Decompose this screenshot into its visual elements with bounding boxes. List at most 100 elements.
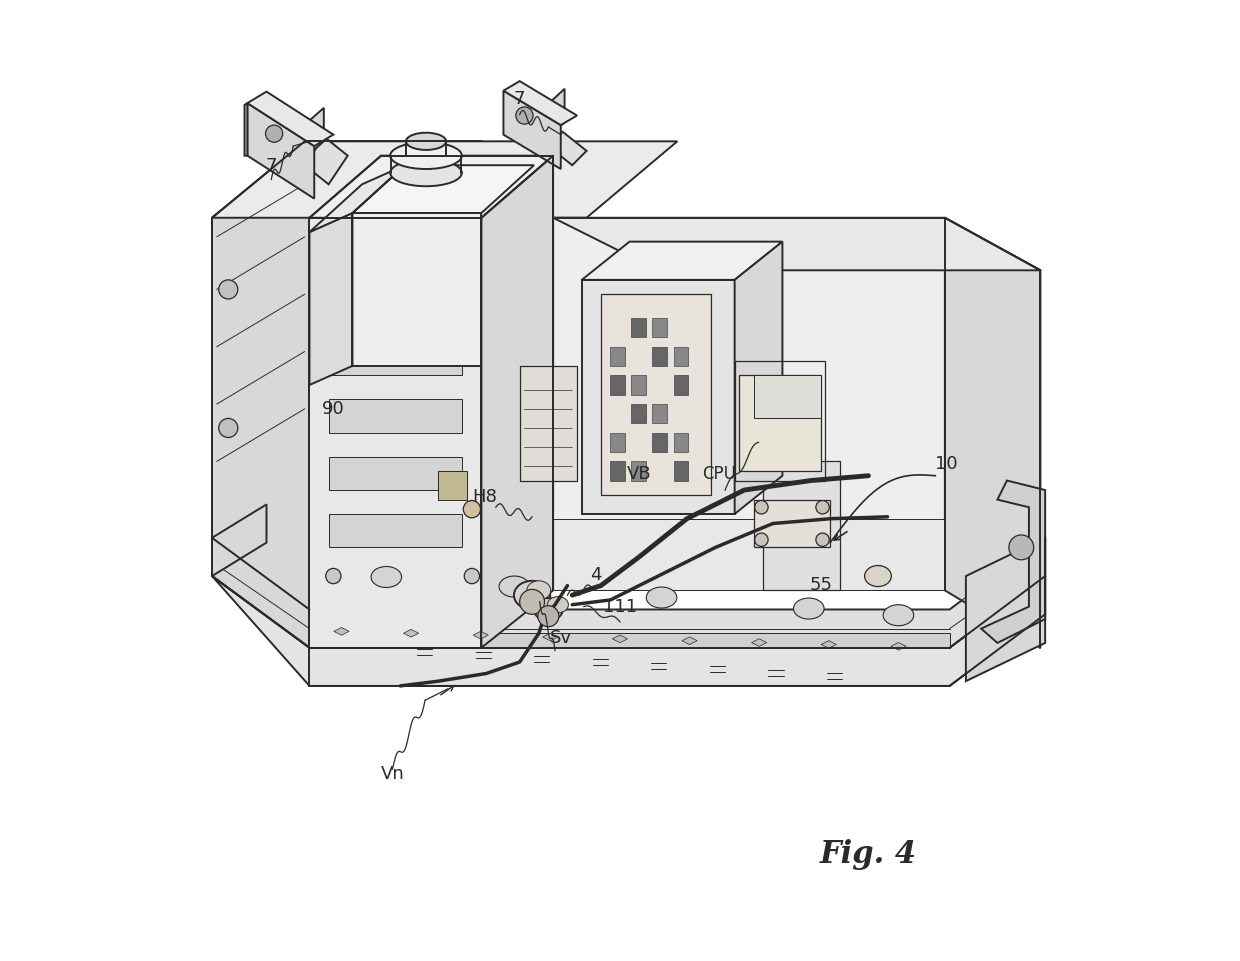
Ellipse shape: [547, 597, 568, 613]
Polygon shape: [631, 461, 646, 480]
Text: 7: 7: [513, 90, 526, 108]
Polygon shape: [247, 91, 334, 146]
Polygon shape: [734, 241, 782, 514]
Text: VB: VB: [626, 464, 651, 482]
Polygon shape: [613, 635, 627, 643]
Polygon shape: [212, 141, 310, 648]
Circle shape: [326, 568, 341, 583]
Polygon shape: [610, 432, 625, 452]
Polygon shape: [890, 643, 906, 651]
Polygon shape: [945, 218, 1040, 648]
Polygon shape: [212, 505, 267, 576]
Polygon shape: [673, 432, 688, 452]
Polygon shape: [739, 376, 821, 471]
Text: H8: H8: [472, 487, 497, 505]
Polygon shape: [673, 376, 688, 395]
Polygon shape: [553, 218, 945, 590]
Polygon shape: [403, 629, 419, 637]
Circle shape: [816, 501, 830, 514]
Circle shape: [755, 533, 768, 547]
Polygon shape: [334, 628, 350, 635]
Polygon shape: [652, 432, 667, 452]
Ellipse shape: [391, 142, 461, 169]
Polygon shape: [329, 342, 463, 376]
Polygon shape: [310, 218, 481, 648]
Polygon shape: [310, 213, 352, 385]
Circle shape: [516, 107, 533, 124]
Circle shape: [265, 125, 283, 142]
Circle shape: [326, 230, 341, 244]
Ellipse shape: [391, 160, 461, 186]
Polygon shape: [543, 633, 558, 641]
Circle shape: [464, 501, 481, 518]
Polygon shape: [503, 81, 577, 125]
Polygon shape: [247, 103, 314, 199]
Polygon shape: [631, 404, 646, 423]
Polygon shape: [673, 461, 688, 480]
Ellipse shape: [498, 576, 529, 597]
Polygon shape: [503, 90, 560, 169]
Polygon shape: [310, 165, 405, 233]
Polygon shape: [631, 376, 646, 395]
Polygon shape: [966, 538, 1045, 681]
Polygon shape: [352, 165, 534, 213]
Ellipse shape: [794, 598, 825, 619]
Polygon shape: [582, 280, 734, 514]
Polygon shape: [601, 294, 711, 495]
Text: 90: 90: [322, 400, 345, 418]
Text: 7: 7: [265, 157, 277, 175]
Text: Vn: Vn: [381, 765, 404, 782]
Ellipse shape: [864, 565, 892, 586]
Circle shape: [520, 589, 544, 614]
Text: Sv: Sv: [549, 628, 572, 647]
Circle shape: [218, 418, 238, 437]
Ellipse shape: [527, 580, 551, 600]
Polygon shape: [682, 637, 697, 645]
Polygon shape: [481, 156, 553, 648]
Circle shape: [1009, 535, 1034, 560]
Polygon shape: [751, 639, 766, 647]
Polygon shape: [754, 376, 821, 418]
Polygon shape: [981, 480, 1045, 643]
Polygon shape: [764, 461, 839, 590]
Text: 111: 111: [603, 599, 637, 616]
Polygon shape: [652, 318, 667, 337]
Text: 4: 4: [590, 566, 601, 584]
Polygon shape: [754, 500, 831, 548]
Polygon shape: [310, 156, 553, 218]
Circle shape: [816, 533, 830, 547]
Circle shape: [218, 280, 238, 299]
Circle shape: [464, 568, 480, 583]
Polygon shape: [610, 461, 625, 480]
Polygon shape: [212, 141, 677, 218]
Ellipse shape: [405, 133, 446, 150]
Ellipse shape: [513, 580, 551, 609]
Polygon shape: [329, 399, 463, 432]
Polygon shape: [552, 88, 564, 135]
Text: CPU: CPU: [702, 464, 737, 482]
Polygon shape: [652, 347, 667, 366]
Polygon shape: [329, 514, 463, 548]
Text: 55: 55: [810, 577, 832, 594]
Polygon shape: [352, 213, 481, 366]
Ellipse shape: [883, 604, 914, 626]
Polygon shape: [610, 347, 625, 366]
Polygon shape: [548, 132, 587, 165]
Polygon shape: [212, 538, 1045, 648]
Polygon shape: [329, 456, 463, 490]
Polygon shape: [244, 103, 247, 156]
Polygon shape: [673, 347, 688, 366]
Polygon shape: [652, 404, 667, 423]
Text: Fig. 4: Fig. 4: [820, 839, 916, 870]
Ellipse shape: [646, 587, 677, 608]
Polygon shape: [439, 471, 467, 500]
Circle shape: [538, 605, 559, 627]
Ellipse shape: [534, 598, 563, 621]
Polygon shape: [582, 241, 782, 280]
Ellipse shape: [371, 566, 402, 587]
Circle shape: [755, 501, 768, 514]
Polygon shape: [520, 366, 577, 480]
Polygon shape: [553, 519, 945, 590]
Circle shape: [464, 230, 480, 244]
Polygon shape: [553, 218, 1040, 270]
